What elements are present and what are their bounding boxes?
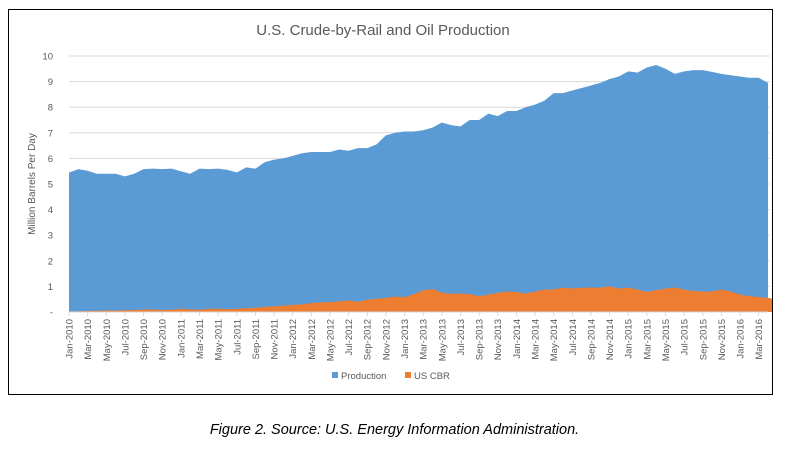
x-tick-label: Mar-2011 [195, 319, 206, 359]
x-tick-label: Jul-2010 [120, 319, 131, 355]
y-axis-label: Million Barrels Per Day [27, 133, 38, 235]
chart: U.S. Crude-by-Rail and Oil Production - 1… [27, 22, 772, 382]
x-tick-label: May-2011 [214, 319, 225, 361]
x-tick-label: Jul-2012 [344, 319, 355, 355]
y-tick-label: 3 [48, 231, 53, 242]
x-tick-label: Jan-2013 [400, 319, 411, 359]
x-tick-label: Sep-2013 [475, 319, 486, 360]
x-tick-label: Jan-2016 [736, 319, 747, 359]
x-tick-label: Jul-2013 [456, 319, 467, 355]
area-production [69, 64, 768, 313]
x-tick-label: May-2010 [102, 319, 113, 361]
y-tick-label: 5 [48, 180, 53, 191]
y-tick-label: 9 [48, 77, 53, 88]
legend: Production US CBR [332, 371, 450, 382]
x-tick-label: Mar-2015 [642, 319, 653, 360]
legend-swatch [332, 372, 338, 378]
x-tick-label: Jan-2012 [288, 319, 299, 359]
x-tick-label: Jul-2014 [568, 319, 579, 355]
chart-frame: U.S. Crude-by-Rail and Oil Production - 1… [8, 9, 773, 395]
x-tick-label: Jan-2014 [512, 319, 523, 359]
x-tick-label: Nov-2010 [158, 319, 169, 360]
x-tick-label: Mar-2016 [754, 319, 765, 360]
x-tick-label: Mar-2013 [419, 319, 430, 360]
x-tick-label: Sep-2011 [251, 319, 262, 360]
x-tick-label: Nov-2015 [717, 319, 728, 360]
x-tick-label: Sep-2014 [586, 319, 597, 360]
y-tick-label: 2 [48, 256, 53, 267]
y-tick-label: - [50, 308, 53, 319]
legend-swatch [405, 372, 411, 378]
y-tick-label: 1 [48, 282, 53, 293]
x-tick-label: Nov-2014 [605, 319, 616, 360]
x-tick-label: Jul-2011 [232, 319, 243, 355]
x-tick-label: May-2012 [325, 319, 336, 361]
x-tick-label: Nov-2012 [381, 319, 392, 360]
legend-label: US CBR [414, 371, 450, 382]
legend-label: Production [341, 371, 386, 382]
x-tick-label: Jan-2015 [624, 319, 635, 359]
y-tick-label: 8 [48, 103, 53, 114]
y-tick-label: 10 [42, 52, 53, 63]
x-tick-label: May-2013 [437, 319, 448, 361]
x-tick-label: Sep-2015 [698, 319, 709, 360]
x-tick-label: Mar-2014 [531, 319, 542, 360]
x-tick-label: Sep-2012 [363, 319, 374, 360]
legend-item: Production [332, 371, 386, 382]
x-tick-label: Mar-2012 [307, 319, 318, 360]
chart-title: U.S. Crude-by-Rail and Oil Production [256, 22, 509, 39]
legend-item: US CBR [405, 371, 450, 382]
figure-caption: Figure 2. Source: U.S. Energy Informatio… [209, 422, 580, 438]
x-tick-label: Jan-2010 [65, 319, 76, 359]
y-tick-label: 6 [48, 154, 53, 165]
y-tick-label: 7 [48, 128, 53, 139]
y-tick-label: 4 [48, 205, 53, 216]
x-tick-label: May-2015 [661, 319, 672, 361]
x-tick-label: Jan-2011 [176, 319, 187, 358]
x-tick-label: May-2014 [549, 319, 560, 361]
x-axis: Jan-2010 Mar-2010 May-2010 Jul-2010 Sep-2010… [65, 311, 768, 361]
x-tick-label: Mar-2010 [83, 319, 94, 360]
x-tick-label: Jul-2015 [680, 319, 691, 355]
area-us-cbr [69, 286, 772, 312]
y-axis-ticks: - 1 2 3 4 5 6 7 8 9 10 [42, 52, 53, 319]
x-tick-label: Nov-2011 [270, 319, 281, 360]
x-tick-label: Nov-2013 [493, 319, 504, 360]
x-tick-label: Sep-2010 [139, 319, 150, 360]
series-areas [69, 64, 772, 313]
